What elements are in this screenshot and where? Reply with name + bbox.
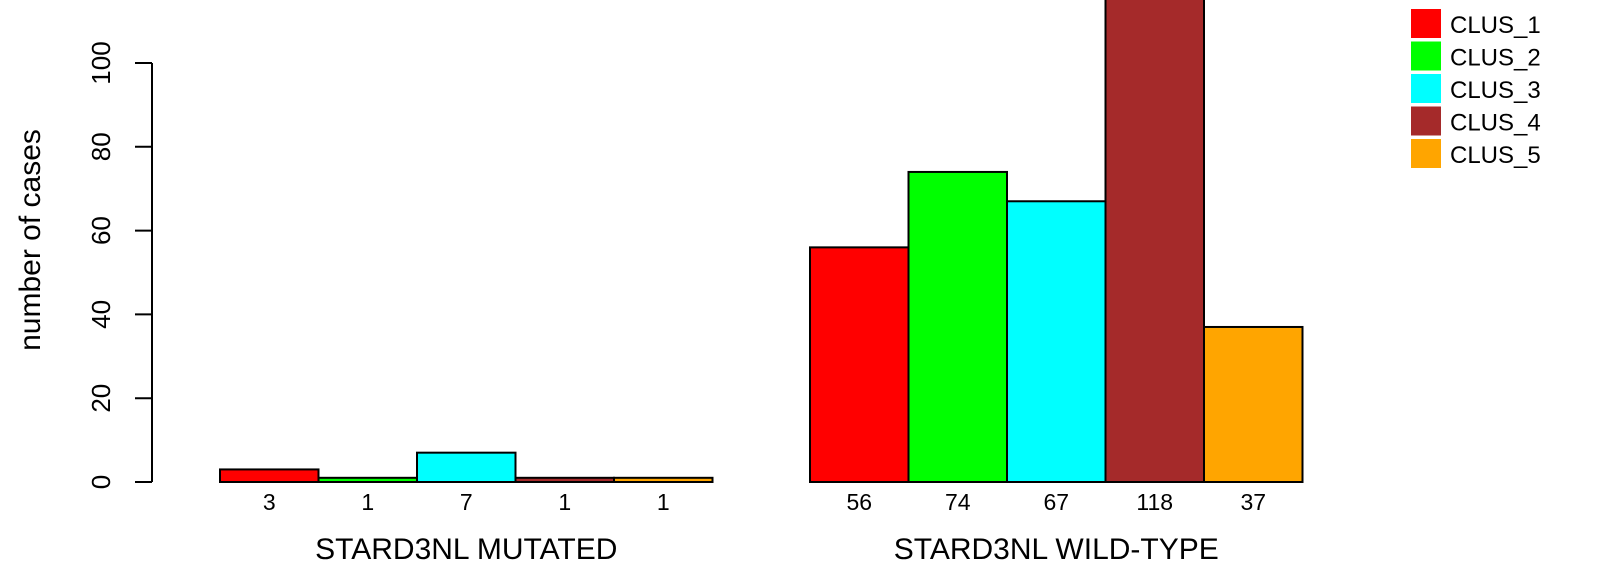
bars [219,0,1304,484]
legend: CLUS_1 CLUS_2 CLUS_3 CLUS_4 CLUS_5 [1411,9,1541,169]
bar-value-label: 1 [558,489,571,515]
bar-clus-2 [317,476,418,483]
bar-value-label: 1 [657,489,670,515]
group-label: STARD3NL WILD-TYPE [894,533,1219,566]
bar-value-label: 1 [361,489,374,515]
legend-label: CLUS_1 [1450,12,1541,39]
legend-label: CLUS_4 [1450,110,1541,137]
legend-label: CLUS_2 [1450,45,1541,72]
bar-value-label: 67 [1043,489,1069,515]
bar-value-labels: 3 1 7 1 1 56 74 67 118 37 [263,489,1266,515]
bar-value-label: 74 [945,489,971,515]
y-axis: 0 20 40 60 80 100 [86,41,153,489]
y-tick-label: 60 [86,216,116,245]
bar-value-label: 7 [460,489,473,515]
bar-clus-5 [613,476,714,483]
bar-value-label: 56 [846,489,872,515]
y-tick-label: 100 [86,41,116,84]
legend-label: CLUS_3 [1450,77,1541,104]
bar-clus-1 [219,468,320,483]
y-tick-label: 80 [86,132,116,161]
bar-clus-3 [1006,200,1107,484]
bar-clus-3 [416,451,517,484]
bar-clus-4 [1104,0,1205,483]
y-axis-title: number of cases [14,129,47,351]
bar-value-label: 37 [1240,489,1266,515]
legend-label: CLUS_5 [1450,142,1541,169]
bar-clus-1 [809,246,910,483]
bar-clus-4 [514,476,615,483]
legend-swatch [1411,74,1441,103]
bar-value-label: 118 [1136,489,1173,515]
legend-swatch [1411,9,1441,38]
legend-swatch [1411,106,1441,136]
y-tick-label: 40 [86,300,116,329]
bar-clus-2 [907,170,1008,483]
bar-value-label: 3 [263,489,276,515]
group-label: STARD3NL MUTATED [315,533,617,566]
bar-clus-5 [1203,325,1304,483]
y-tick-label: 0 [86,475,116,489]
legend-swatch [1411,41,1441,71]
y-tick-label: 20 [86,384,116,413]
legend-swatch [1411,139,1441,168]
group-labels: STARD3NL MUTATED STARD3NL WILD-TYPE [315,533,1219,566]
